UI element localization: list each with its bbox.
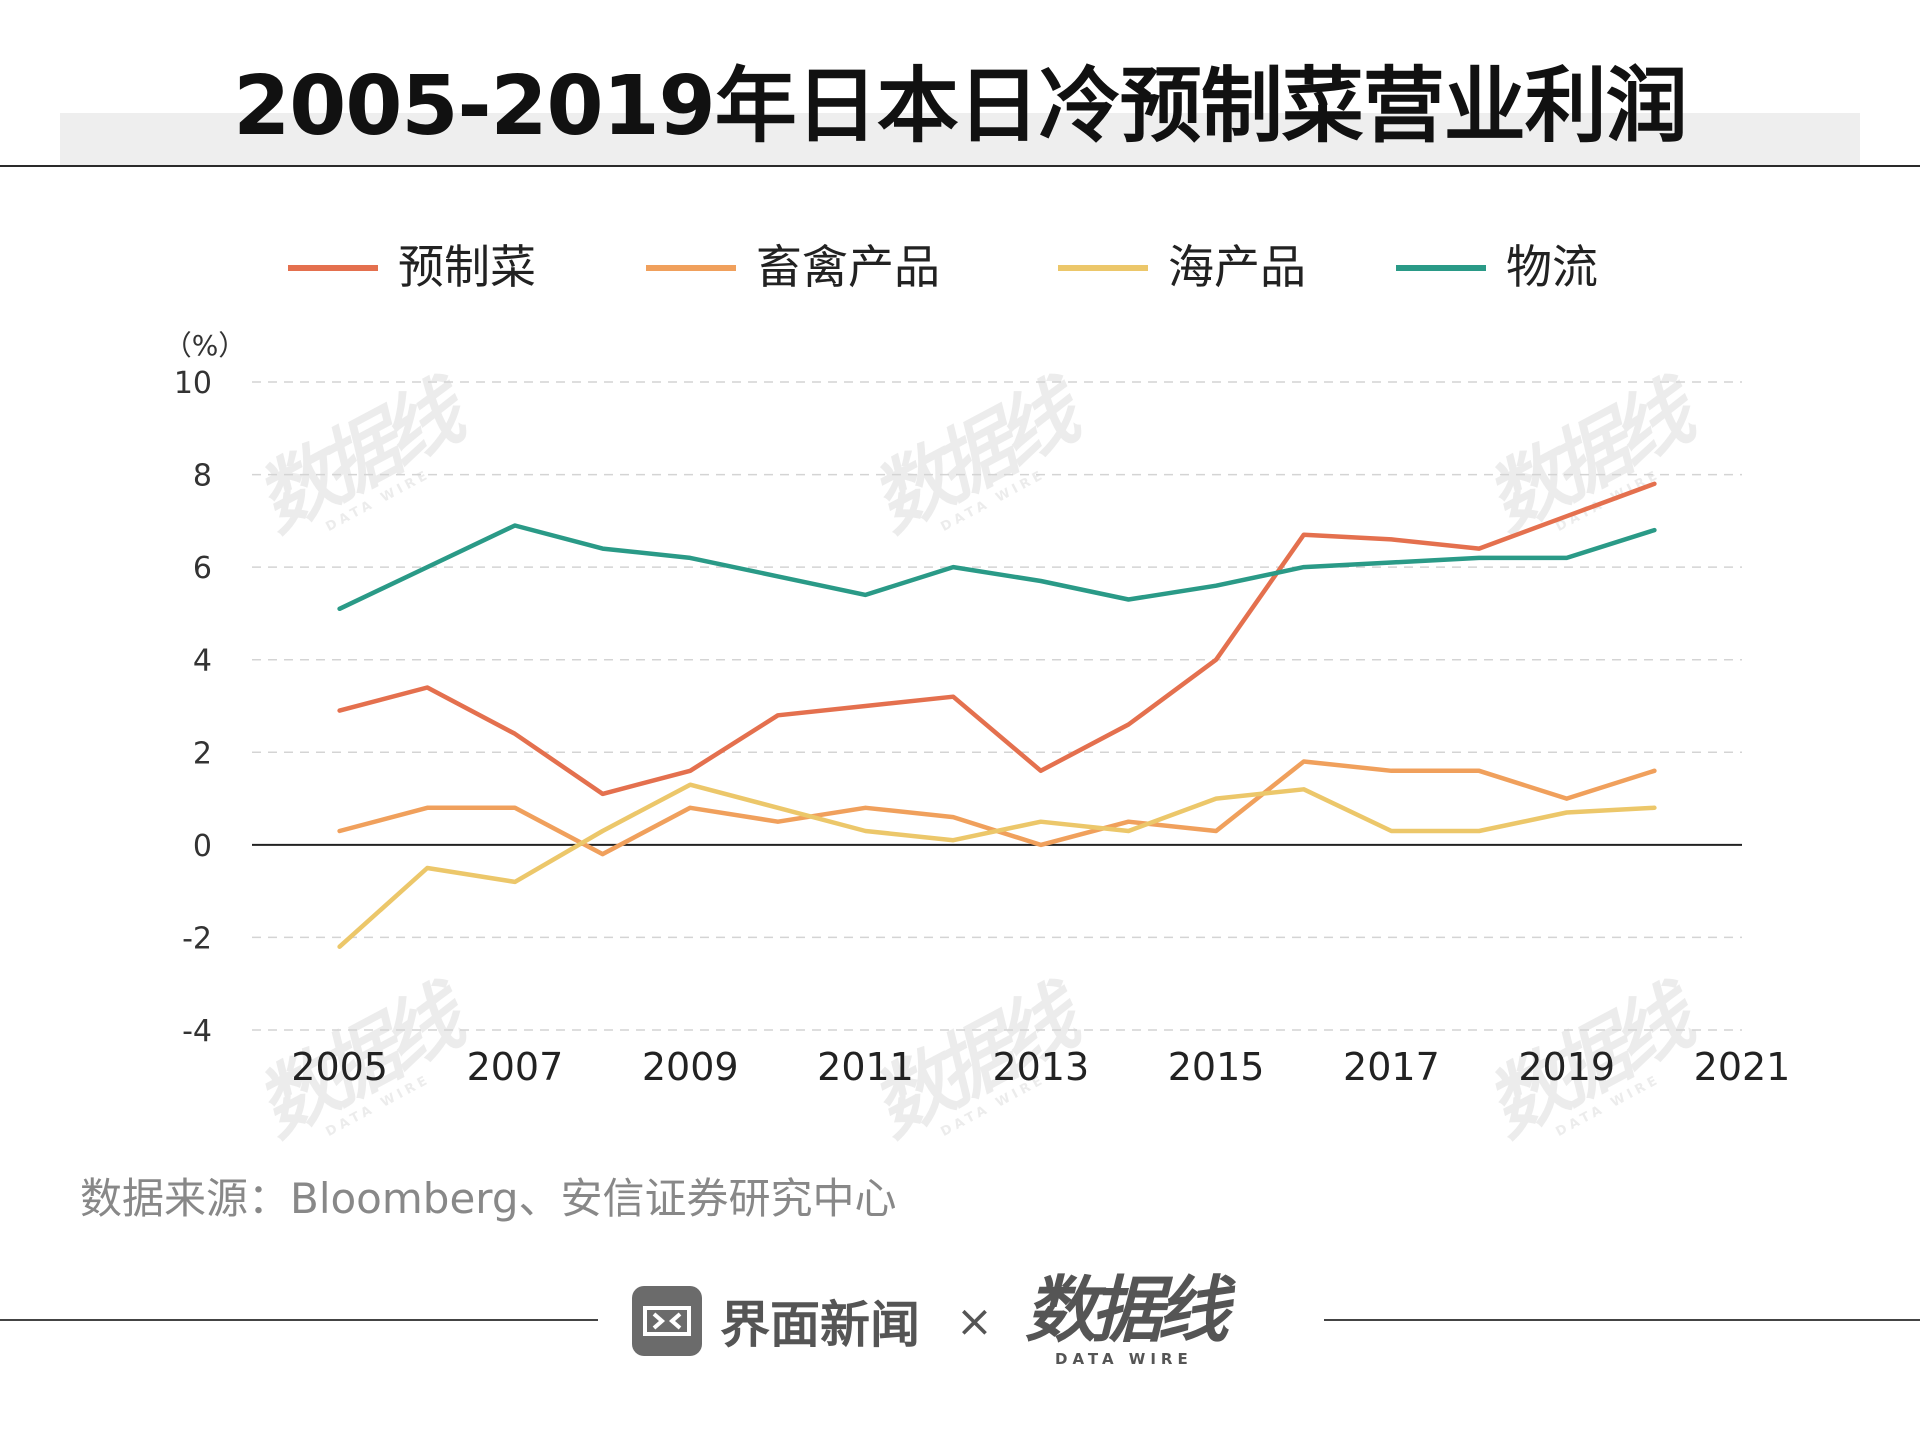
x-tick-label: 2015 — [1168, 1045, 1265, 1089]
footer-rule-left — [0, 1319, 598, 1321]
legend-label: 物流 — [1506, 240, 1598, 294]
x-tick-label: 2021 — [1694, 1045, 1791, 1089]
x-tick-label: 2011 — [817, 1045, 914, 1089]
page-title: 2005-2019年日本日冷预制菜营业利润 — [233, 59, 1687, 154]
y-tick-label: 0 — [193, 829, 212, 864]
logo-subtext: DATA WIRE — [1055, 1350, 1193, 1368]
title-rule — [0, 165, 1920, 167]
legend-label: 畜禽产品 — [756, 240, 940, 294]
series-line-物流 — [337, 523, 1657, 612]
x-tick-label: 2019 — [1518, 1045, 1615, 1089]
title-band — [60, 113, 1860, 165]
series-line-预制菜 — [337, 481, 1657, 797]
x-tick-label: 2005 — [291, 1045, 388, 1089]
footer-rule-right — [1324, 1319, 1920, 1321]
series-line-海产品 — [337, 782, 1657, 949]
y-tick-label: -2 — [182, 921, 212, 956]
y-axis-ticks: -4 -2 0 2 4 6 8 10 — [174, 366, 212, 1049]
x-axis-ticks: 2005 2007 2009 2011 2013 2015 2017 2019 2021 — [291, 1045, 1790, 1089]
jiemian-logo-icon — [632, 1286, 702, 1356]
y-tick-label: 10 — [174, 366, 212, 401]
source-note: 数据来源：Bloomberg、安信证券研究中心 — [80, 1174, 897, 1223]
series-line-畜禽产品 — [337, 759, 1657, 857]
y-axis-unit-label: （%） — [164, 329, 247, 362]
logo-text: 数据线 — [1024, 1268, 1229, 1352]
x-tick-label: 2009 — [642, 1045, 739, 1089]
x-tick-label: 2007 — [467, 1045, 564, 1089]
legend: 预制菜 畜禽产品 海产品 物流 — [288, 240, 1598, 294]
datawire-logo: 数据线 DATA WIRE — [1024, 1268, 1229, 1368]
series-lines — [337, 481, 1657, 949]
brand-name: 界面新闻 — [720, 1296, 920, 1354]
y-tick-label: 6 — [193, 551, 212, 586]
legend-label: 海产品 — [1168, 240, 1306, 294]
y-tick-label: 2 — [193, 736, 212, 771]
y-tick-label: 8 — [193, 459, 212, 494]
legend-label: 预制菜 — [398, 240, 536, 294]
x-tick-label: 2017 — [1343, 1045, 1440, 1089]
footer-brand: 界面新闻 × 数据线 DATA WIRE — [632, 1274, 1229, 1368]
separator: × — [956, 1295, 993, 1347]
x-tick-label: 2013 — [992, 1045, 1089, 1089]
y-tick-label: 4 — [193, 644, 212, 679]
gridlines — [252, 381, 1742, 1031]
y-tick-label: -4 — [182, 1014, 212, 1049]
